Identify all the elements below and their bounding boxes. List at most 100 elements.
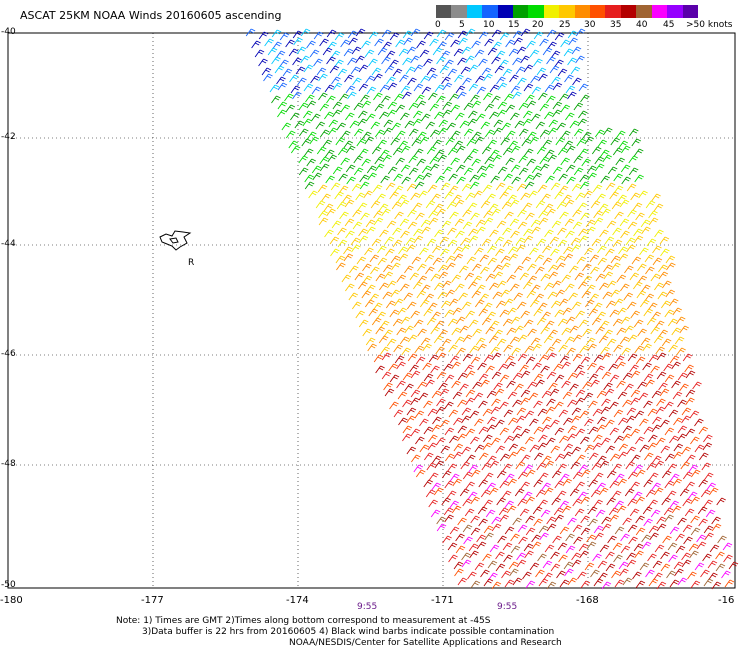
wind-barb	[479, 254, 490, 263]
wind-barb	[503, 344, 513, 353]
wind-barb	[360, 94, 370, 103]
wind-barb	[395, 157, 405, 166]
wind-barb	[499, 480, 509, 489]
wind-barb	[572, 353, 583, 362]
wind-barb	[652, 257, 663, 266]
wind-barb	[343, 246, 353, 255]
wind-barb	[613, 173, 623, 182]
wind-barb	[651, 482, 661, 491]
wind-barb	[410, 28, 421, 37]
wind-barb	[612, 147, 623, 156]
wind-barb	[449, 211, 459, 220]
wind-barb	[391, 262, 401, 271]
wind-barb	[687, 491, 698, 500]
wind-barb	[537, 408, 548, 417]
wind-barb	[362, 328, 372, 337]
wind-barb	[643, 400, 653, 409]
wind-barb	[303, 110, 313, 119]
wind-barb	[682, 353, 693, 362]
wind-barb	[541, 193, 551, 202]
wind-barb	[488, 487, 499, 496]
wind-barb	[533, 308, 544, 317]
wind-barb	[413, 148, 424, 157]
island-label: R	[188, 258, 194, 268]
legend-label: >50 knots	[686, 20, 733, 30]
wind-barb	[392, 227, 402, 236]
wind-barb	[431, 424, 442, 433]
wind-barb	[463, 102, 474, 111]
legend-label: 40	[636, 20, 648, 30]
legend-swatch	[543, 5, 560, 18]
wind-barb	[626, 415, 636, 424]
wind-barb	[324, 111, 334, 120]
wind-barb	[605, 419, 615, 428]
wind-barb	[470, 212, 480, 221]
wind-barb	[569, 488, 580, 497]
wind-barb	[459, 325, 469, 334]
wind-barb	[656, 581, 667, 590]
wind-barb	[295, 66, 306, 75]
wind-barb	[432, 455, 442, 464]
wind-barb	[577, 202, 588, 211]
wind-barb	[423, 479, 433, 488]
wind-barb	[392, 68, 403, 77]
wind-barb	[324, 149, 335, 158]
wind-barb	[379, 84, 390, 93]
legend-label: 5	[459, 20, 465, 30]
wind-barb	[477, 506, 488, 515]
wind-barb	[579, 345, 589, 354]
wind-barb	[319, 156, 329, 165]
wind-barb	[429, 156, 439, 165]
wind-barb	[563, 48, 574, 57]
wind-barb	[413, 319, 424, 328]
lon-label: -174	[286, 595, 309, 606]
wind-barb	[681, 559, 692, 568]
wind-barb	[456, 176, 466, 185]
wind-barb	[470, 469, 481, 478]
wind-barb	[605, 248, 615, 257]
wind-barb	[445, 255, 456, 264]
wind-barb	[368, 31, 379, 40]
wind-barb	[367, 172, 377, 181]
wind-barb	[271, 56, 281, 65]
wind-barb	[517, 498, 527, 507]
wind-barb	[420, 219, 431, 228]
wind-barb	[504, 355, 515, 364]
wind-barb	[504, 211, 514, 220]
wind-barb	[542, 139, 553, 148]
wind-barb	[423, 373, 434, 382]
wind-barb	[521, 454, 531, 463]
wind-barb	[512, 433, 522, 442]
wind-barb	[443, 507, 454, 516]
wind-barb	[644, 452, 654, 461]
wind-barb	[347, 57, 357, 66]
wind-barb	[653, 487, 664, 496]
wind-barb	[379, 282, 389, 291]
wind-barb	[578, 235, 589, 244]
wind-barb	[586, 534, 596, 543]
wind-barb	[404, 265, 414, 274]
wind-barb	[360, 212, 370, 221]
wind-barb	[336, 122, 347, 131]
wind-barb	[436, 437, 446, 446]
wind-barb	[590, 569, 600, 578]
wind-barb	[491, 95, 501, 104]
wind-barb	[625, 237, 636, 246]
legend-swatch	[466, 5, 483, 18]
wind-barb	[510, 533, 520, 542]
wind-barb	[510, 85, 521, 94]
wind-barb	[447, 147, 458, 156]
wind-barb	[512, 57, 522, 66]
wind-barb	[559, 500, 569, 509]
wind-barb	[514, 120, 525, 129]
wind-barb	[596, 390, 607, 399]
wind-barb	[658, 382, 668, 391]
legend-swatch	[636, 5, 652, 18]
wind-barb	[531, 86, 542, 95]
lat-label: -50	[1, 580, 16, 590]
wind-barb	[470, 94, 480, 103]
wind-barb	[539, 103, 550, 112]
wind-barb	[428, 92, 438, 101]
wind-barb	[555, 255, 566, 264]
wind-barb	[421, 113, 431, 122]
